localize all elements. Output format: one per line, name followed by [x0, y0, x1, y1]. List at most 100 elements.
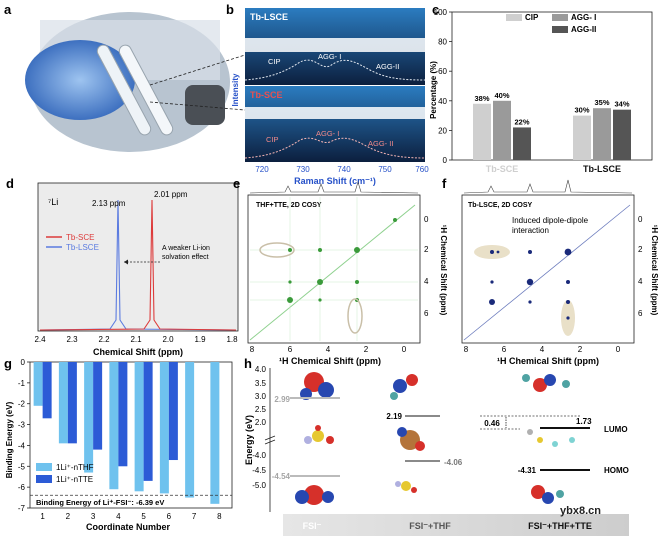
cosy-f-xticks: 8 6 4 2 0 — [464, 345, 621, 354]
orbital-tte-homo — [531, 485, 564, 504]
thf-homo-value: -4.06 — [444, 458, 463, 467]
svg-text:4.0: 4.0 — [255, 365, 267, 374]
chart-c-ytick-label: 20 — [438, 126, 447, 135]
chart-g-category-label: 1 — [40, 512, 45, 521]
chart-c-legend-label: AGG-II — [571, 25, 596, 34]
column-fsi-thf-tte: FSI⁻+THF+TTE — [528, 521, 592, 531]
svg-text:0: 0 — [616, 345, 621, 354]
chart-c-legend-label: CIP — [525, 13, 539, 22]
svg-text:0: 0 — [402, 345, 407, 354]
chart-c-value-label: 34% — [614, 100, 629, 109]
raman-ylabel: Intensity — [231, 73, 240, 106]
fsi-homo-value: -4.54 — [272, 472, 291, 481]
chart-c-legend-swatch — [552, 14, 568, 21]
chart-g-reference-label: Binding Energy of Li⁺-FSI⁻: -6.39 eV — [36, 498, 164, 507]
cosy-e-highlight-1 — [259, 242, 295, 258]
svg-text:1.8: 1.8 — [226, 335, 238, 344]
svg-text:2.2: 2.2 — [98, 335, 110, 344]
chart-c-ytick-label: 80 — [438, 38, 447, 47]
peak-agg2-bottom: AGG- II — [368, 139, 393, 148]
svg-text:6: 6 — [288, 345, 293, 354]
svg-text:-4.0: -4.0 — [252, 451, 266, 460]
cosy-f-title: Tb-LSCE, 2D COSY — [468, 202, 533, 209]
chart-c-legend-label: AGG- I — [571, 13, 596, 22]
svg-text:8: 8 — [250, 345, 255, 354]
peak-cip-bottom: CIP — [266, 135, 279, 144]
chart-g-ytick-label: -3 — [18, 421, 26, 430]
chart-c-ytick-label: 100 — [434, 8, 448, 17]
chart-g-bar — [134, 362, 144, 492]
raman-bottom-label: Tb-SCE — [250, 90, 283, 100]
cosy-e-top-projection — [249, 180, 419, 194]
svg-text:4: 4 — [424, 277, 429, 286]
chart-g-xlabel: Coordinate Number — [86, 522, 171, 532]
chart-c-bar — [593, 108, 611, 160]
nucleus-label: ⁷Li — [48, 197, 58, 207]
panel-a: a — [4, 2, 246, 152]
svg-text:4: 4 — [638, 277, 643, 286]
chart-g-bar — [42, 362, 52, 419]
chart-g-legend-label: 1Li⁺-nTTE — [56, 475, 93, 484]
energy-yticks: 4.0 3.5 3.0 2.5 2.0 -4.0 -4.5 -5.0 — [252, 365, 266, 490]
chart-c-ytick-label: 40 — [438, 97, 447, 106]
orbital-tte-middle — [527, 429, 575, 447]
chart-g-bars — [33, 362, 220, 504]
panel-e: e THF+TTE, 2D COSY 8 6 4 2 0 0 2 4 6 ¹ — [233, 176, 448, 366]
svg-text:3.5: 3.5 — [255, 379, 267, 388]
svg-text:6: 6 — [502, 345, 507, 354]
svg-text:2: 2 — [424, 245, 429, 254]
orbital-fsi-homo — [295, 485, 334, 505]
svg-text:2.1: 2.1 — [130, 335, 142, 344]
svg-text:8: 8 — [464, 345, 469, 354]
cosy-f-top-projection — [463, 179, 633, 194]
chart-c-value-label: 35% — [594, 98, 609, 107]
raman-top-spectrum — [244, 59, 426, 81]
cosy-e-yticks: 0 2 4 6 — [424, 215, 429, 318]
chart-c-legend-swatch — [506, 14, 522, 21]
chart-c-bar — [493, 100, 511, 160]
chart-g-reference: Binding Energy of Li⁺-FSI⁻: -6.39 eV — [30, 494, 232, 507]
peak-agg2-top: AGG-II — [376, 62, 399, 71]
svg-text:3.0: 3.0 — [255, 392, 267, 401]
cosy-f-xlabel: ¹H Chemical Shift (ppm) — [497, 356, 599, 366]
svg-text:4: 4 — [326, 345, 331, 354]
chart-c-bar — [573, 115, 591, 160]
panel-label-c: c — [432, 2, 439, 17]
cosy-f-annotation-2: interaction — [512, 226, 549, 235]
svg-text:2: 2 — [578, 345, 583, 354]
svg-text:2.3: 2.3 — [66, 335, 78, 344]
test-tube-1 — [96, 44, 152, 136]
chart-c-bar — [613, 109, 631, 160]
chart-g-legend-label: 1Li⁺-nTHF — [56, 463, 94, 472]
svg-text:0: 0 — [424, 215, 429, 224]
chart-c-category-label: Tb-LSCE — [583, 164, 621, 174]
peak-cip-top: CIP — [268, 57, 281, 66]
cosy-f-yticks: 0 2 4 6 — [638, 215, 643, 318]
chart-g-bar — [143, 362, 153, 481]
orbital-thf-fsi — [395, 481, 417, 493]
cosy-e-grid — [250, 197, 418, 341]
lumo-label: LUMO — [604, 425, 628, 434]
raman-bottom-spectrum — [244, 137, 426, 159]
chart-g-ylabel: Binding Energy (eV) — [5, 401, 14, 478]
chart-c-value-label: 30% — [574, 106, 589, 115]
svg-text:1.9: 1.9 — [194, 335, 206, 344]
peak-agg1-bottom: AGG- I — [316, 129, 339, 138]
watermark: ybx8.cn — [560, 505, 601, 517]
cosy-f-annotation-1: Induced dipole-dipole — [512, 216, 589, 225]
cosy-e-xlabel: ¹H Chemical Shift (ppm) — [279, 356, 381, 366]
chart-c-category-label: Tb-SCE — [486, 164, 519, 174]
chart-g-bar — [93, 362, 103, 450]
column-bar-background — [283, 514, 629, 536]
cosy-e-title: THF+TTE, 2D COSY — [256, 202, 322, 209]
chart-c-legend: CIP AGG- I AGG-II — [506, 13, 596, 34]
chart-g-category-label: 8 — [217, 512, 222, 521]
orbital-fsi-middle — [304, 425, 334, 444]
peak-agg1-top: AGG- I — [318, 52, 341, 61]
chart-g-ytick-label: -4 — [18, 441, 26, 450]
svg-text:2.0: 2.0 — [255, 418, 267, 427]
chart-g-ytick-label: -7 — [18, 504, 26, 513]
panel-label-e: e — [233, 176, 240, 191]
svg-text:-4.5: -4.5 — [252, 466, 266, 475]
chart-g-bar — [67, 362, 77, 444]
